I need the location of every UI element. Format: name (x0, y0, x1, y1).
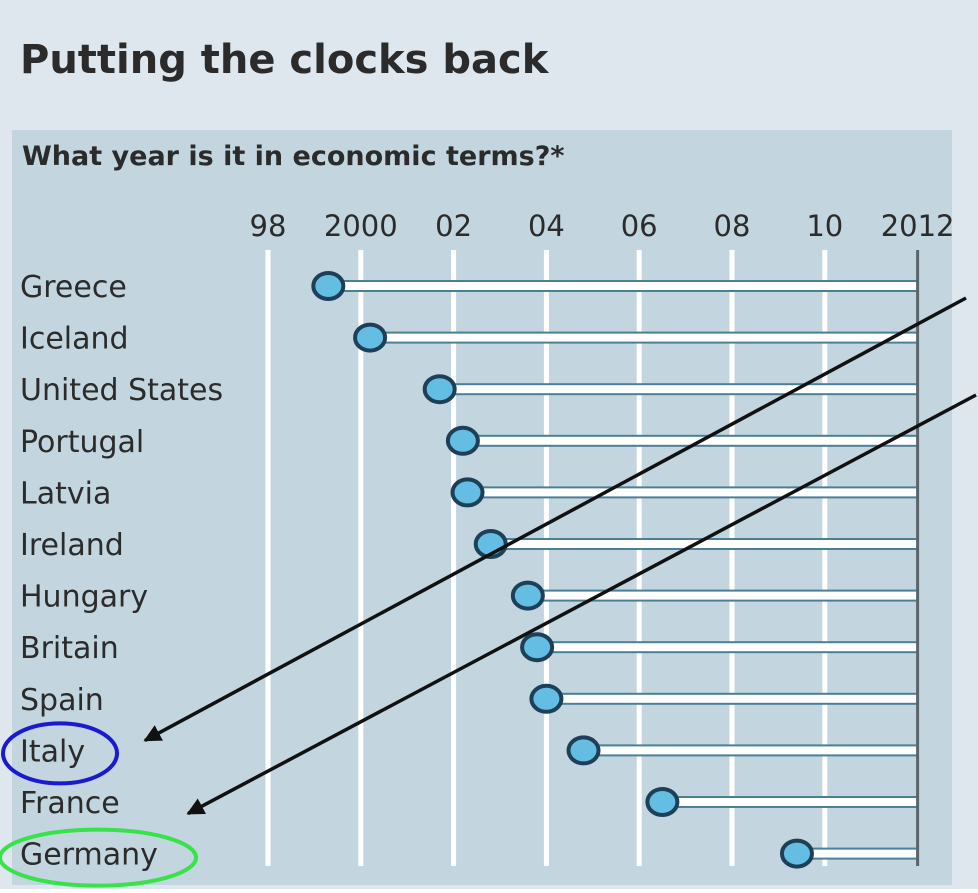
bar-portugal (461, 434, 919, 447)
country-label-spain: Spain (20, 683, 104, 718)
bar-germany (795, 847, 919, 860)
highlight-circle-italy (1, 721, 119, 786)
x-tick-label: 98 (250, 209, 287, 243)
dot-greece (311, 271, 346, 301)
annotations (0, 296, 977, 888)
country-label-ireland: Ireland (20, 528, 124, 563)
x-tick-label: 04 (528, 209, 565, 243)
dot-spain (529, 683, 564, 714)
country-labels: Greece Iceland United States Portugal Latvia… (20, 270, 223, 873)
dot-france (645, 787, 680, 817)
bar-greece (327, 280, 919, 292)
x-tick-label: 10 (806, 209, 843, 243)
dot-united-states (422, 374, 457, 405)
dot-portugal (445, 425, 480, 456)
country-label-latvia: Latvia (20, 476, 111, 511)
country-label-hungary: Hungary (20, 580, 148, 615)
arrow-to-italy (143, 296, 967, 742)
country-label-italy: Italy (20, 734, 85, 769)
dot-hungary (510, 580, 545, 611)
bar-united-states (438, 383, 919, 396)
country-label-germany: Germany (20, 838, 158, 873)
x-tick-labels: 98 2000 02 04 06 08 10 2012 (250, 209, 955, 243)
chart-subtitle: What year is it in economic terms?* (22, 141, 565, 172)
dot-britain (520, 632, 555, 663)
x-tick-label: 06 (621, 209, 658, 243)
country-label-portugal: Portugal (20, 425, 144, 460)
chart-title: Putting the clocks back (20, 37, 550, 83)
bar-spain (545, 692, 919, 705)
dot-iceland (353, 322, 388, 353)
country-label-france: France (20, 786, 120, 821)
country-label-greece: Greece (20, 270, 127, 305)
country-label-britain: Britain (20, 631, 119, 666)
bar-iceland (369, 331, 919, 344)
x-tick-label: 08 (714, 209, 751, 243)
x-tick-label: 2000 (324, 209, 398, 243)
bar-hungary (526, 589, 919, 602)
dot-germany (779, 838, 814, 869)
dot-latvia (450, 477, 485, 508)
x-tick-label: 2012 (881, 209, 955, 243)
dots (311, 271, 814, 869)
bar-france (661, 796, 919, 808)
bar-latvia (466, 486, 919, 499)
x-tick-label: 02 (435, 209, 472, 243)
gridlines (265, 250, 828, 866)
country-label-united-states: United States (20, 373, 223, 408)
plot-background (12, 130, 952, 885)
bar-britain (536, 641, 919, 654)
country-label-iceland: Iceland (20, 322, 129, 357)
dot-italy (566, 735, 601, 766)
bar-italy (582, 744, 919, 757)
highlight-circle-germany (0, 827, 198, 888)
arrow-to-germany (186, 393, 977, 816)
